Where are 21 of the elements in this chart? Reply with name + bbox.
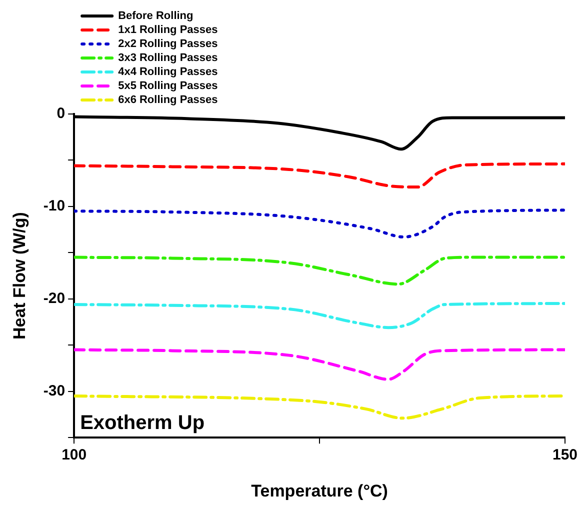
line-series — [74, 208, 565, 238]
x-tick-label: 100 — [62, 446, 87, 464]
line-series — [74, 348, 565, 381]
y-tick-label: 0 — [56, 105, 66, 122]
line-series — [74, 162, 565, 189]
y-tick-label: -30 — [43, 382, 66, 400]
legend-label: Before Rolling — [118, 10, 194, 22]
legend-label: 4x4 Rolling Passes — [118, 66, 218, 78]
legend-label: 6x6 Rolling Passes — [118, 94, 218, 106]
y-axis-title: Heat Flow (W/g) — [10, 212, 29, 340]
x-axis-title: Temperature (°C) — [251, 481, 388, 500]
line-series — [74, 256, 565, 286]
legend-label: 3x3 Rolling Passes — [118, 52, 218, 64]
legend-label: 1x1 Rolling Passes — [118, 24, 218, 36]
annotation: Exotherm Up — [80, 412, 205, 434]
legend-label: 2x2 Rolling Passes — [118, 38, 218, 50]
y-tick-label: -10 — [43, 198, 66, 215]
legend-label: 5x5 Rolling Passes — [118, 80, 218, 92]
y-tick-label: -20 — [43, 290, 66, 308]
line-series — [74, 302, 565, 330]
x-tick-label: 150 — [552, 446, 578, 464]
